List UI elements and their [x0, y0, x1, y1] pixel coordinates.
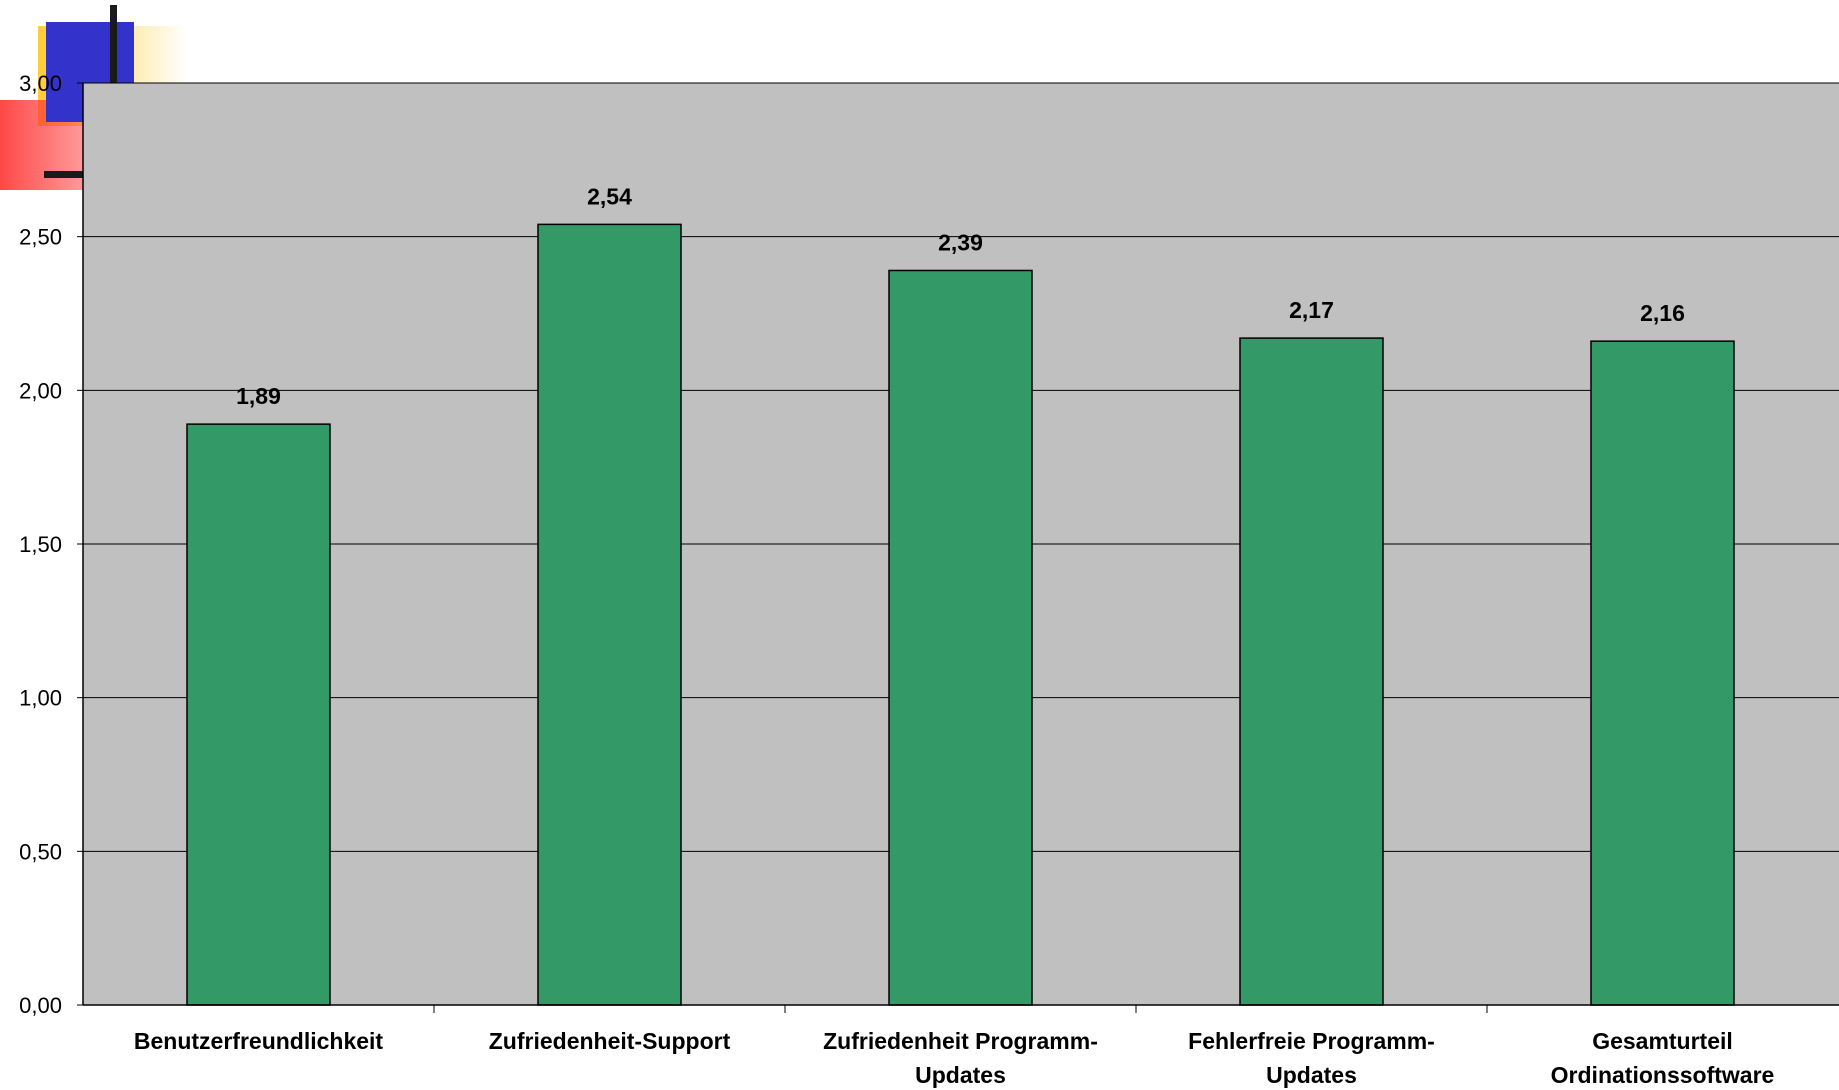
y-tick-label: 0,50	[19, 839, 62, 864]
bar	[186, 423, 331, 1006]
bar	[1239, 337, 1384, 1006]
x-category-label: Gesamturteil	[1592, 1028, 1733, 1054]
bar-value-label: 2,16	[1640, 300, 1685, 326]
axes	[77, 82, 1839, 1013]
bar	[888, 269, 1033, 1006]
x-category-label: Ordinationssoftware	[1551, 1062, 1775, 1088]
logo-horizontal-bar	[44, 171, 114, 178]
y-tick-label: 3,00	[19, 71, 62, 96]
y-tick-label: 1,50	[19, 532, 62, 557]
x-category-label: Fehlerfreie Programm-	[1188, 1028, 1435, 1054]
data-labels: 1,89 2,54 2,39 2,17 2,16	[236, 183, 1685, 409]
y-axis-tick-labels: 0,00 0,50 1,00 1,50 2,00 2,50 3,00	[19, 71, 62, 1018]
bar-value-label: 2,54	[587, 183, 632, 209]
bar-value-label: 2,17	[1289, 297, 1334, 323]
y-tick-label: 1,00	[19, 686, 62, 711]
x-axis-category-labels: Benutzerfreundlichkeit Zufriedenheit-Supp…	[134, 1028, 1774, 1088]
y-tick-label: 2,00	[19, 378, 62, 403]
bar	[537, 223, 682, 1006]
bar-value-label: 2,39	[938, 229, 983, 255]
bar-value-label: 1,89	[236, 383, 281, 409]
x-category-label: Zufriedenheit-Support	[489, 1028, 731, 1054]
x-category-label: Zufriedenheit Programm-	[823, 1028, 1098, 1054]
x-category-label: Benutzerfreundlichkeit	[134, 1028, 384, 1054]
y-tick-label: 0,00	[19, 993, 62, 1018]
y-tick-label: 2,50	[19, 225, 62, 250]
x-category-label: Updates	[915, 1062, 1006, 1088]
bar	[1590, 340, 1735, 1006]
x-category-label: Updates	[1266, 1062, 1357, 1088]
